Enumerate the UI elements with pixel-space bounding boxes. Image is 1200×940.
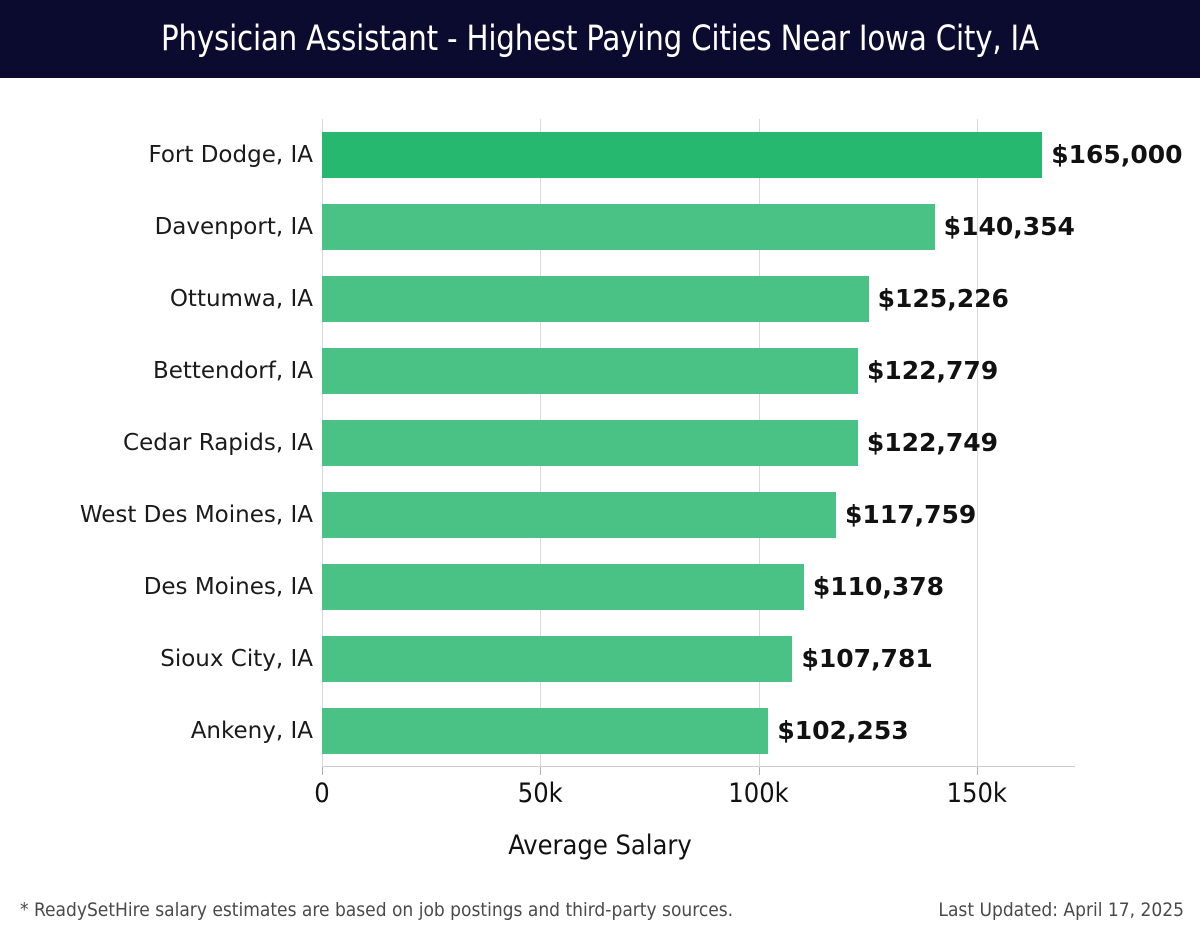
x-axis-tick [322, 767, 323, 775]
bar-row[interactable]: $165,000 [322, 119, 1183, 191]
bar[interactable] [322, 420, 858, 466]
bar-row[interactable]: $125,226 [322, 263, 1075, 335]
bar-row[interactable]: $122,779 [322, 335, 1075, 407]
bar[interactable] [322, 636, 793, 682]
bar-value-label: $125,226 [877, 284, 1009, 313]
bar-value-label: $107,781 [801, 644, 933, 673]
bar-value-label: $102,253 [777, 716, 909, 745]
bar-row[interactable]: $140,354 [322, 191, 1075, 263]
y-axis-category-label: West Des Moines, IA [79, 502, 313, 528]
bar-row[interactable]: $110,378 [322, 551, 1075, 623]
x-axis-tick-label: 150k [946, 778, 1007, 809]
x-axis-tick [758, 767, 760, 775]
x-axis-tick-label: 50k [517, 778, 563, 809]
bar[interactable] [322, 276, 869, 322]
page-title: Physician Assistant - Highest Paying Cit… [161, 19, 1039, 59]
bar-value-label: $140,354 [943, 212, 1075, 241]
bar[interactable] [322, 204, 935, 250]
chart-footer: * ReadySetHire salary estimates are base… [0, 893, 1200, 940]
bar-value-label: $110,378 [812, 572, 945, 601]
bar-row[interactable]: $122,749 [322, 407, 1075, 479]
bar-value-label: $117,759 [845, 500, 977, 529]
x-axis-tick [976, 767, 978, 775]
y-axis-category-label: Sioux City, IA [160, 646, 313, 672]
y-axis-category-label: Cedar Rapids, IA [123, 430, 313, 456]
y-axis-category-label: Ottumwa, IA [169, 286, 313, 312]
chart-header: Physician Assistant - Highest Paying Cit… [0, 0, 1200, 78]
y-axis-category-label: Fort Dodge, IA [148, 142, 313, 168]
x-gridline [976, 119, 978, 767]
bar[interactable] [322, 348, 858, 394]
bar-value-label: $122,779 [866, 356, 999, 385]
footer-last-updated: Last Updated: April 17, 2025 [938, 899, 1184, 921]
y-axis-category-label: Ankeny, IA [190, 718, 313, 744]
footer-disclaimer: * ReadySetHire salary estimates are base… [20, 899, 734, 921]
bar-value-label: $165,000 [1051, 140, 1183, 169]
bar[interactable] [322, 708, 769, 754]
y-axis-category-label: Des Moines, IA [143, 574, 313, 600]
y-axis-category-labels: Fort Dodge, IA Davenport, IA Ottumwa, IA Be… [0, 119, 313, 767]
x-axis-tick-label: 0 [314, 778, 330, 809]
y-axis-category-label: Bettendorf, IA [152, 358, 313, 384]
bar[interactable] [322, 132, 1043, 178]
bar-row[interactable]: $102,253 [322, 695, 1075, 767]
x-axis-tick-label: 100k [728, 778, 789, 809]
bar-value-label: $122,749 [866, 428, 999, 457]
chart-plot-wrapper: Fort Dodge, IA Davenport, IA Ottumwa, IA Be… [0, 78, 1200, 868]
bar[interactable] [322, 564, 804, 610]
bar-row[interactable]: $117,759 [322, 479, 1075, 551]
x-axis-title: Average Salary [508, 830, 692, 861]
y-axis-category-label: Davenport, IA [154, 214, 313, 240]
x-axis-line [322, 766, 1075, 767]
bar-row[interactable]: $107,781 [322, 623, 1075, 695]
plot-area: $165,000 $140,354 $125,226 $122,779 $122,749… [322, 119, 1183, 775]
x-axis-tick [540, 767, 542, 775]
bar[interactable] [322, 492, 837, 538]
